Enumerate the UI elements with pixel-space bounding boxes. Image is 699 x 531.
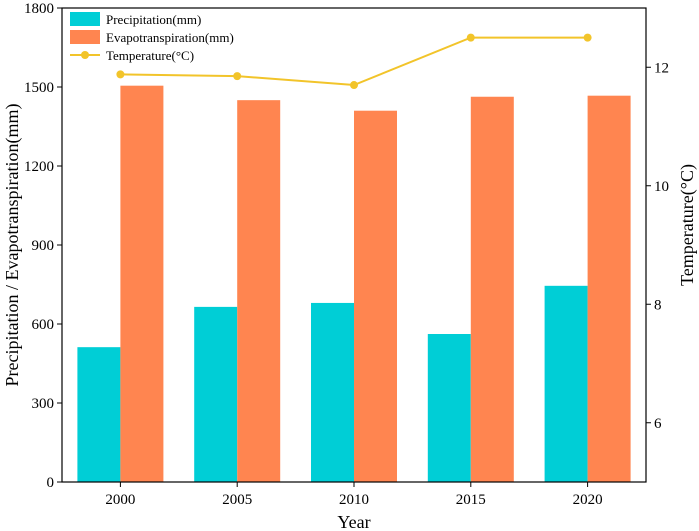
y-tick-label-600: 600 [32,317,55,333]
bar-precipitation-2020 [544,285,588,482]
y2-tick-label-12: 12 [654,60,669,76]
bar-evapotranspiration-2010 [354,110,397,482]
x-tick-label-2000: 2000 [105,492,135,508]
legend-label-precipitation: Precipitation(mm) [106,12,201,27]
temperature-point-2010 [350,81,358,90]
bars-layer [77,85,631,483]
temperature-line-layer [116,33,592,90]
y2-tick-label-6: 6 [654,416,662,432]
bar-precipitation-2000 [77,347,121,482]
y-tick-label-1500: 1500 [24,80,54,96]
y-tick-label-1200: 1200 [24,159,54,175]
temperature-point-2005 [233,72,242,81]
legend-swatch-marker-temperature [81,51,89,59]
axes-layer: 0 300 600 900 1200 1500 1800 6 8 10 12 2000 2005 2010… [24,1,669,508]
y2-axis-title: Temperature(°C) [677,164,698,286]
x-tick-label-2005: 2005 [222,492,252,508]
y-tick-label-0: 0 [47,475,55,491]
legend-label-evapotranspiration: Evapotranspiration(mm) [106,30,234,45]
bar-precipitation-2015 [427,334,471,482]
y-axis-title: Precipitation / Evapotranspiration(mm) [2,104,23,387]
legend-swatch-evapotranspiration [70,30,100,44]
temperature-point-2020 [583,33,592,42]
y2-tick-label-10: 10 [654,179,669,195]
x-tick-label-2020: 2020 [573,492,603,508]
x-axis-title: Year [337,512,370,531]
legend-swatch-precipitation [70,12,100,26]
legend: Precipitation(mm) Evapotranspiration(mm) T… [70,12,234,63]
y-tick-label-900: 900 [32,238,55,254]
bar-evapotranspiration-2015 [470,96,514,482]
temperature-point-2000 [116,70,125,79]
legend-label-temperature: Temperature(°C) [106,48,194,63]
bar-evapotranspiration-2005 [237,100,281,483]
y-tick-label-300: 300 [32,396,55,412]
bar-precipitation-2010 [311,302,354,482]
y-tick-label-1800: 1800 [24,1,54,17]
bar-precipitation-2005 [194,306,238,482]
x-tick-label-2015: 2015 [456,492,486,508]
y2-tick-label-8: 8 [654,297,662,313]
bar-evapotranspiration-2000 [120,85,164,482]
x-tick-label-2010: 2010 [339,492,369,508]
bar-evapotranspiration-2020 [587,95,631,482]
temperature-point-2015 [466,33,475,42]
